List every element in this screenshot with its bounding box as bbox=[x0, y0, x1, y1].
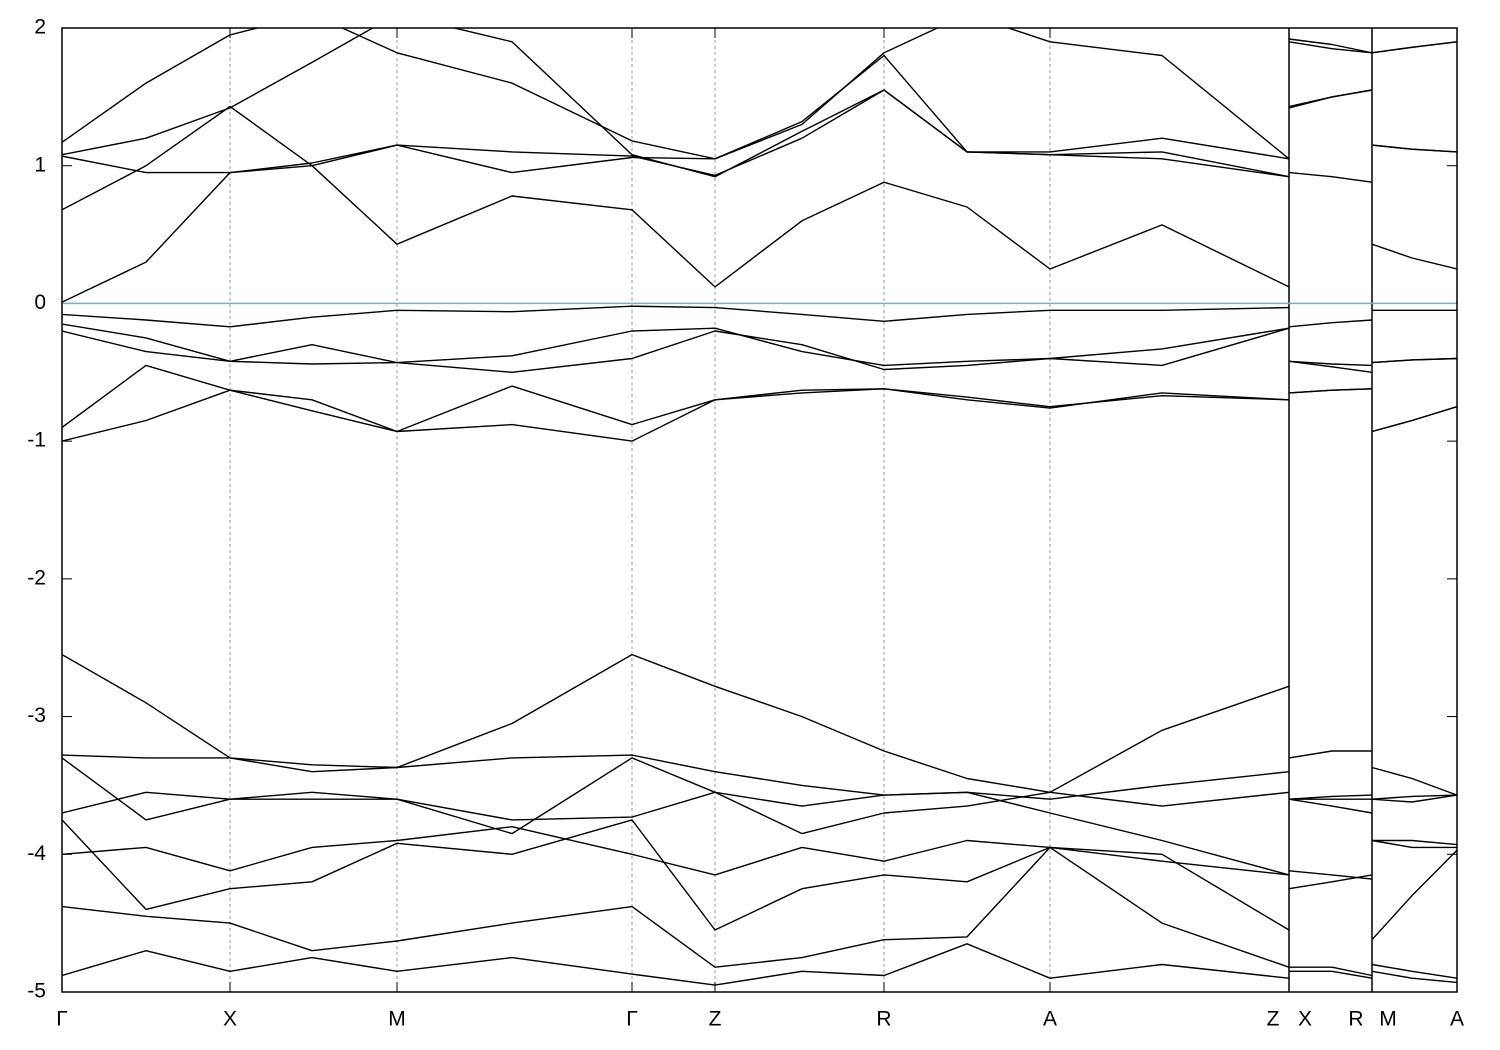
band-line bbox=[62, 388, 1457, 442]
band-line bbox=[62, 28, 1457, 174]
y-tick-label: -4 bbox=[27, 842, 46, 865]
grid-layer bbox=[61, 27, 1458, 993]
x-tick-label: Γ bbox=[56, 1008, 68, 1031]
y-tick-label: 1 bbox=[34, 153, 46, 176]
band-line bbox=[62, 327, 1457, 367]
x-tick-label: X bbox=[1298, 1008, 1312, 1031]
x-tick-label: R bbox=[1348, 1008, 1363, 1031]
band-line bbox=[62, 826, 1457, 880]
y-tick-label: -5 bbox=[27, 980, 46, 1003]
band-line bbox=[62, 165, 1457, 303]
y-tick-label: 0 bbox=[34, 291, 46, 314]
y-tick-label: -2 bbox=[27, 566, 46, 589]
band-line bbox=[62, 28, 1457, 160]
x-tick-label: A bbox=[1043, 1008, 1057, 1031]
bands-layer bbox=[62, 28, 1457, 986]
x-tick-label: R bbox=[876, 1008, 891, 1031]
band-line bbox=[62, 819, 1457, 941]
band-line bbox=[62, 89, 1457, 211]
band-line bbox=[62, 943, 1457, 986]
band-line bbox=[62, 323, 1457, 373]
x-tick-label: M bbox=[1379, 1008, 1397, 1031]
plot-frame bbox=[61, 27, 1458, 993]
band-line bbox=[62, 364, 1457, 433]
x-tick-label: A bbox=[1450, 1008, 1464, 1031]
y-tick-label: -1 bbox=[27, 429, 46, 452]
band-line bbox=[62, 757, 1457, 876]
band-line bbox=[62, 653, 1457, 796]
y-tick-label: -3 bbox=[27, 704, 46, 727]
x-tick-label: Γ bbox=[626, 1008, 638, 1031]
x-tick-label: X bbox=[223, 1008, 237, 1031]
band-line bbox=[62, 28, 1457, 178]
band-line bbox=[62, 791, 1457, 835]
x-tick-label: Z bbox=[1267, 1008, 1280, 1031]
x-tick-label: Z bbox=[709, 1008, 722, 1031]
y-tick-label: 2 bbox=[34, 16, 46, 39]
band-line bbox=[62, 305, 1457, 328]
x-tick-label: M bbox=[388, 1008, 406, 1031]
band-line bbox=[62, 754, 1457, 800]
band-line bbox=[62, 846, 1457, 979]
